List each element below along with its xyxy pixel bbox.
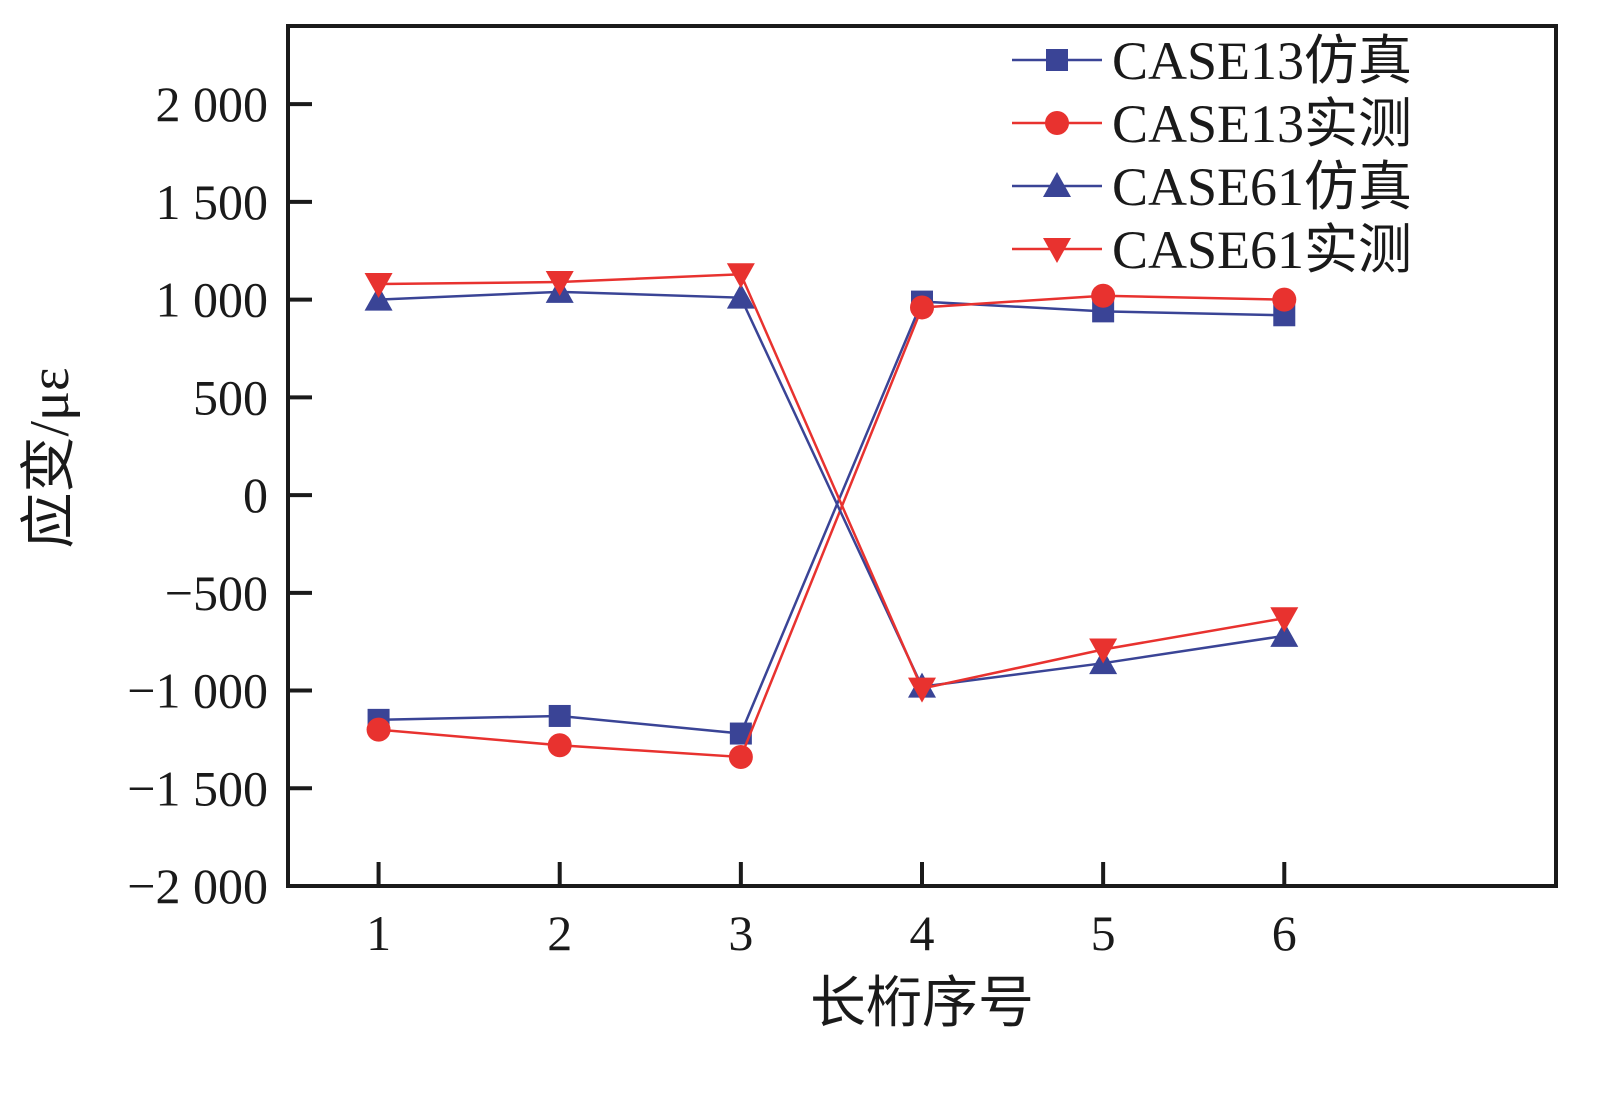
y-axis-title: 应变/με (19, 367, 81, 548)
plot-frame (286, 24, 1558, 888)
marker-circle (1045, 111, 1069, 135)
series-3 (364, 277, 1299, 698)
marker-triangle-down (1089, 638, 1118, 664)
series-layer (364, 263, 1299, 769)
marker-circle (547, 733, 572, 758)
series-4 (364, 263, 1299, 703)
y-tick-label: −1 500 (127, 760, 268, 816)
marker-triangle-down (364, 273, 393, 298)
y-tick-label: −2 000 (127, 858, 268, 914)
marker-square (1046, 49, 1068, 71)
marker-triangle-down (726, 263, 755, 289)
y-axis-ticks: −2 000 −1 500 −1 000 −500 0 500 1 000 1 500 2 00… (127, 76, 312, 914)
marker-triangle-down (545, 271, 574, 297)
series-line (378, 272, 1285, 691)
legend-label: CASE13仿真 (1112, 31, 1412, 91)
series-2 (366, 283, 1297, 769)
x-axis-ticks: 1 2 3 4 5 6 (366, 862, 1297, 961)
marker-square (548, 704, 571, 727)
y-tick-label: 500 (193, 369, 268, 425)
legend-label: CASE13实测 (1112, 94, 1412, 154)
marker-triangle-down (908, 677, 936, 703)
marker-circle (1272, 287, 1297, 312)
legend-label: CASE61实测 (1112, 220, 1412, 280)
y-tick-label: −1 000 (127, 663, 268, 719)
x-tick-label: 4 (910, 905, 935, 961)
x-tick-label: 3 (728, 905, 753, 961)
y-tick-label: 0 (243, 467, 268, 523)
legend-label: CASE61仿真 (1112, 157, 1412, 217)
marker-triangle-up (364, 285, 393, 311)
y-tick-label: −500 (165, 565, 268, 621)
legend-item-1: CASE13仿真 (1012, 31, 1412, 91)
x-tick-label: 6 (1272, 905, 1297, 961)
marker-circle (1091, 283, 1116, 308)
y-tick-label: 2 000 (156, 76, 269, 132)
series-1 (367, 290, 1296, 745)
y-tick-label: 1 500 (156, 174, 269, 230)
legend-item-2: CASE13实测 (1012, 94, 1412, 154)
x-tick-label: 2 (547, 905, 572, 961)
marker-circle (910, 295, 934, 320)
marker-circle (728, 745, 753, 769)
marker-triangle-up (1043, 172, 1071, 197)
series-line (378, 300, 1285, 735)
legend-item-4: CASE61实测 (1012, 220, 1412, 280)
marker-triangle-down (1270, 607, 1299, 633)
x-axis-title: 长桁序号 (810, 973, 1034, 1035)
x-tick-label: 1 (366, 905, 391, 961)
y-tick-label: 1 000 (156, 272, 269, 328)
series-line (378, 290, 1285, 688)
series-line (378, 294, 1285, 759)
marker-square (729, 722, 752, 745)
marker-triangle-up (726, 283, 755, 309)
marker-triangle-up (1270, 621, 1299, 647)
x-tick-label: 5 (1091, 905, 1116, 961)
legend-item-3: CASE61仿真 (1012, 157, 1412, 217)
marker-circle (366, 717, 391, 742)
marker-triangle-down (1043, 238, 1071, 263)
